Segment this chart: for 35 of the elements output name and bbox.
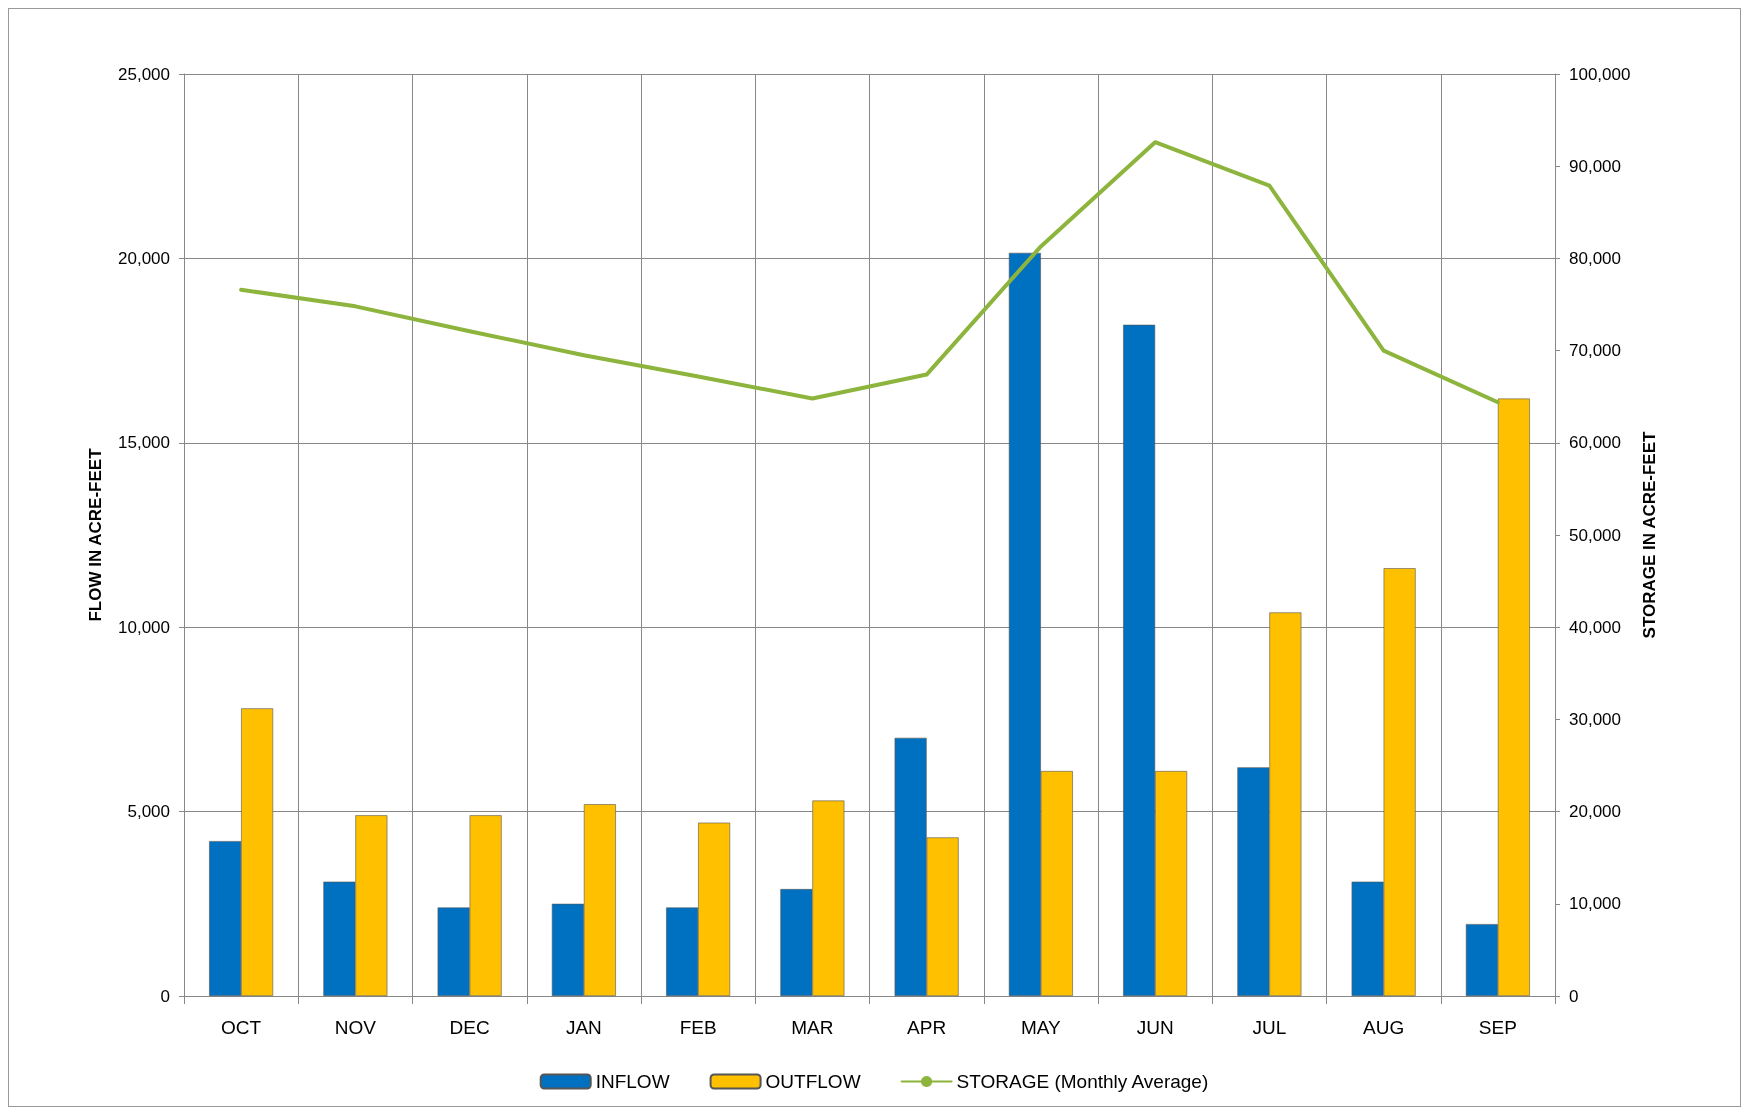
y2-tick-label: 0	[1569, 986, 1579, 1006]
legend-label: STORAGE (Monthly Average)	[956, 1071, 1209, 1092]
y-tick-label: 15,000	[118, 433, 170, 453]
y-tick-label: 20,000	[118, 248, 170, 268]
y-axis-title: FLOW IN ACRE-FEET	[86, 447, 105, 622]
y2-tick-label: 100,000	[1569, 64, 1631, 84]
y2-tick-label: 90,000	[1569, 156, 1621, 176]
y-tick-label: 5,000	[127, 802, 170, 822]
legend-label: OUTFLOW	[765, 1071, 861, 1092]
y2-tick-label: 30,000	[1569, 709, 1621, 729]
y2-tick-label: 50,000	[1569, 525, 1621, 545]
y-tick-label: 10,000	[118, 617, 170, 637]
y2-tick-label: 10,000	[1569, 894, 1621, 914]
x-tick-label: APR	[907, 1017, 947, 1038]
x-tick-label: MAR	[791, 1017, 834, 1038]
x-tick-label: FEB	[679, 1017, 717, 1038]
y2-tick-label: 70,000	[1569, 341, 1621, 361]
y-tick-label: 25,000	[118, 64, 170, 84]
x-tick-label: DEC	[449, 1017, 490, 1038]
x-tick-label: AUG	[1363, 1017, 1405, 1038]
x-tick-label: SEP	[1478, 1017, 1517, 1038]
y2-axis-title: STORAGE IN ACRE-FEET	[1640, 430, 1660, 639]
x-tick-label: JUN	[1136, 1017, 1174, 1038]
x-tick-label: NOV	[334, 1017, 377, 1038]
x-tick-label: JAN	[565, 1017, 602, 1038]
y2-tick-label: 40,000	[1569, 617, 1621, 637]
x-tick-label: OCT	[221, 1017, 262, 1038]
y2-tick-label: 60,000	[1569, 433, 1621, 453]
x-tick-label: JUL	[1252, 1017, 1287, 1038]
y-tick-label: 0	[160, 986, 170, 1006]
x-tick-label: MAY	[1020, 1017, 1062, 1038]
line-series	[239, 140, 1500, 405]
legend-label: INFLOW	[595, 1071, 670, 1092]
y2-tick-label: 20,000	[1569, 802, 1621, 822]
y2-tick-label: 80,000	[1569, 248, 1621, 268]
